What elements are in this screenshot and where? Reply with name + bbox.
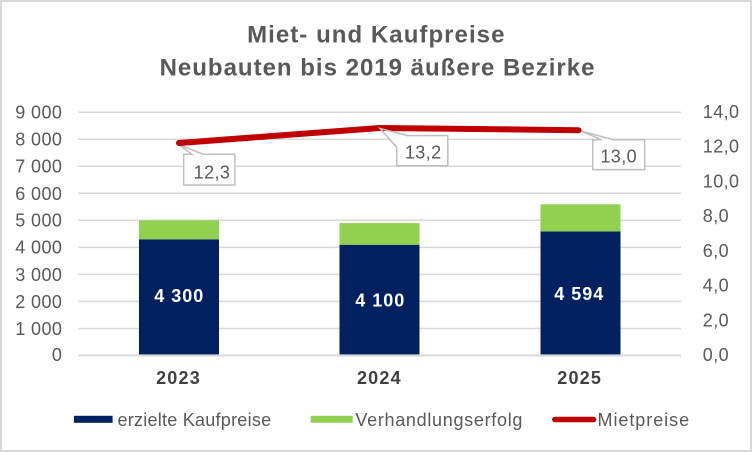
svg-text:8 000: 8 000 bbox=[15, 130, 62, 150]
svg-text:Verhandlungserfolg: Verhandlungserfolg bbox=[355, 410, 523, 430]
svg-text:2 000: 2 000 bbox=[15, 292, 62, 312]
svg-text:2023: 2023 bbox=[156, 368, 201, 388]
svg-text:12,0: 12,0 bbox=[703, 137, 740, 157]
svg-text:13,0: 13,0 bbox=[600, 147, 637, 167]
svg-text:8,0: 8,0 bbox=[703, 206, 729, 226]
svg-text:4 100: 4 100 bbox=[355, 290, 405, 310]
svg-text:4,0: 4,0 bbox=[703, 276, 729, 296]
svg-text:4 300: 4 300 bbox=[154, 286, 204, 306]
svg-text:4 594: 4 594 bbox=[554, 284, 604, 304]
svg-text:4 000: 4 000 bbox=[15, 238, 62, 258]
svg-text:9 000: 9 000 bbox=[15, 103, 62, 123]
svg-text:0,0: 0,0 bbox=[703, 345, 729, 365]
svg-text:2,0: 2,0 bbox=[703, 310, 729, 330]
svg-text:14,0: 14,0 bbox=[703, 102, 740, 122]
svg-text:13,2: 13,2 bbox=[405, 143, 442, 163]
svg-text:6 000: 6 000 bbox=[15, 184, 62, 204]
svg-text:10,0: 10,0 bbox=[703, 171, 740, 191]
svg-text:0: 0 bbox=[52, 345, 62, 365]
svg-text:Mietpreise: Mietpreise bbox=[598, 410, 691, 430]
svg-text:1 000: 1 000 bbox=[15, 319, 62, 339]
svg-text:7 000: 7 000 bbox=[15, 157, 62, 177]
svg-text:Neubauten bis 2019 äußere Bezi: Neubauten bis 2019 äußere Bezirke bbox=[160, 55, 596, 82]
svg-text:2024: 2024 bbox=[357, 368, 402, 388]
svg-text:Miet- und Kaufpreise: Miet- und Kaufpreise bbox=[247, 22, 505, 49]
svg-text:12,3: 12,3 bbox=[194, 163, 231, 183]
svg-text:6,0: 6,0 bbox=[703, 241, 729, 261]
svg-text:3 000: 3 000 bbox=[15, 265, 62, 285]
svg-text:erzielte Kaufpreise: erzielte Kaufpreise bbox=[118, 410, 272, 430]
svg-text:5 000: 5 000 bbox=[15, 211, 62, 231]
svg-text:2025: 2025 bbox=[557, 368, 602, 388]
